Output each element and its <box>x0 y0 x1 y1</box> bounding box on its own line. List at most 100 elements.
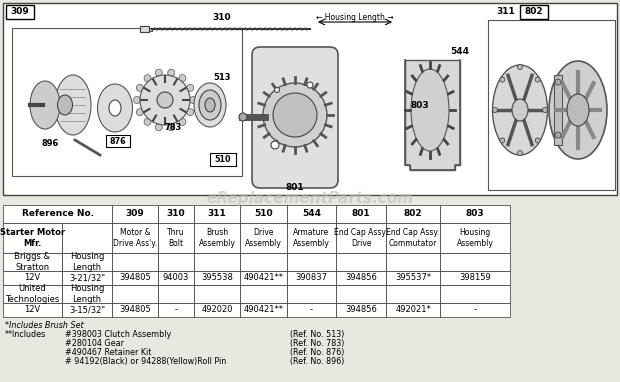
Ellipse shape <box>140 75 190 125</box>
Bar <box>112 205 158 223</box>
Ellipse shape <box>179 74 186 82</box>
Text: End Cap Assy.
Commutator: End Cap Assy. Commutator <box>386 228 440 248</box>
Text: 510: 510 <box>215 155 231 164</box>
Bar <box>158 205 194 223</box>
Bar <box>386 253 440 271</box>
Text: 783: 783 <box>164 123 182 133</box>
Bar <box>62 285 112 303</box>
Bar <box>440 303 510 317</box>
Text: Starter Motor
Mfr.: Starter Motor Mfr. <box>0 228 65 248</box>
Bar <box>3 253 62 271</box>
Bar <box>3 303 62 317</box>
Bar <box>386 285 440 303</box>
Text: eReplacementParts.com: eReplacementParts.com <box>206 191 414 206</box>
Bar <box>440 271 510 285</box>
Text: (Ref. No. 783): (Ref. No. 783) <box>290 339 344 348</box>
Text: 3-21/32": 3-21/32" <box>69 274 105 283</box>
Bar <box>3 285 62 303</box>
Bar <box>440 205 510 223</box>
Ellipse shape <box>30 81 60 129</box>
Ellipse shape <box>136 84 143 91</box>
Bar <box>194 285 240 303</box>
Bar <box>287 303 336 317</box>
FancyBboxPatch shape <box>252 47 338 188</box>
Text: 513: 513 <box>213 73 231 81</box>
Bar <box>336 285 386 303</box>
Ellipse shape <box>549 61 607 159</box>
Ellipse shape <box>58 95 73 115</box>
Bar <box>240 271 287 285</box>
Bar <box>12 28 242 176</box>
Text: *Includes Brush Set: *Includes Brush Set <box>5 321 84 330</box>
Text: 394856: 394856 <box>345 306 377 314</box>
Text: 94003: 94003 <box>163 274 189 283</box>
Bar <box>520 5 548 19</box>
Text: (Ref. No. 513): (Ref. No. 513) <box>290 330 344 339</box>
Ellipse shape <box>518 65 523 70</box>
Ellipse shape <box>273 93 317 137</box>
Ellipse shape <box>187 84 193 91</box>
Bar <box>210 153 236 166</box>
Ellipse shape <box>492 65 547 155</box>
Bar <box>158 253 194 271</box>
Text: 490421**: 490421** <box>244 274 283 283</box>
Bar <box>3 271 62 285</box>
Bar <box>386 303 440 317</box>
Bar <box>440 253 510 271</box>
Text: 395537*: 395537* <box>395 274 431 283</box>
Ellipse shape <box>411 69 449 151</box>
Text: 3-15/32": 3-15/32" <box>69 306 105 314</box>
Text: Brush
Assembly: Brush Assembly <box>198 228 236 248</box>
Bar <box>386 205 440 223</box>
Text: 395538: 395538 <box>201 274 233 283</box>
Text: 394856: 394856 <box>345 274 377 283</box>
Bar <box>287 253 336 271</box>
Bar <box>62 223 112 253</box>
Text: Reference No.: Reference No. <box>22 209 94 219</box>
Bar <box>62 303 112 317</box>
Text: 544: 544 <box>451 47 469 57</box>
Text: #490467 Retainer Kit: #490467 Retainer Kit <box>65 348 151 357</box>
Bar <box>158 285 194 303</box>
Text: 309: 309 <box>11 8 29 16</box>
Text: 896: 896 <box>42 139 59 147</box>
Ellipse shape <box>555 132 561 138</box>
Bar <box>336 303 386 317</box>
Ellipse shape <box>144 74 151 82</box>
Text: 802: 802 <box>404 209 422 219</box>
Bar <box>158 271 194 285</box>
Bar <box>386 223 440 253</box>
Bar <box>336 271 386 285</box>
Text: #398003 Clutch Assembly: #398003 Clutch Assembly <box>65 330 171 339</box>
Polygon shape <box>405 60 460 170</box>
Text: Briggs &
Stratton: Briggs & Stratton <box>14 252 50 272</box>
Bar <box>112 303 158 317</box>
Bar <box>240 303 287 317</box>
Ellipse shape <box>542 107 547 113</box>
Text: (Ref. No. 896): (Ref. No. 896) <box>290 357 344 366</box>
Ellipse shape <box>133 97 141 104</box>
Text: Housing
Length: Housing Length <box>70 252 104 272</box>
Bar <box>3 205 112 223</box>
Ellipse shape <box>205 98 215 112</box>
Ellipse shape <box>55 75 91 135</box>
Text: 310: 310 <box>213 13 231 23</box>
Ellipse shape <box>275 87 280 92</box>
Text: End Cap Assy.
Drive: End Cap Assy. Drive <box>334 228 388 248</box>
Ellipse shape <box>263 83 327 147</box>
Text: 310: 310 <box>167 209 185 219</box>
Ellipse shape <box>567 94 589 126</box>
Ellipse shape <box>271 141 279 149</box>
Text: 544: 544 <box>302 209 321 219</box>
Text: 390837: 390837 <box>296 274 327 283</box>
Text: United
Technologies: United Technologies <box>6 284 60 304</box>
Ellipse shape <box>500 77 505 82</box>
Text: 309: 309 <box>126 209 144 219</box>
Bar <box>112 223 158 253</box>
Text: 510: 510 <box>254 209 273 219</box>
Text: 801: 801 <box>352 209 370 219</box>
Ellipse shape <box>535 138 540 143</box>
Bar <box>158 303 194 317</box>
Text: Motor &
Drive Ass'y.: Motor & Drive Ass'y. <box>113 228 157 248</box>
Bar <box>554 75 562 145</box>
